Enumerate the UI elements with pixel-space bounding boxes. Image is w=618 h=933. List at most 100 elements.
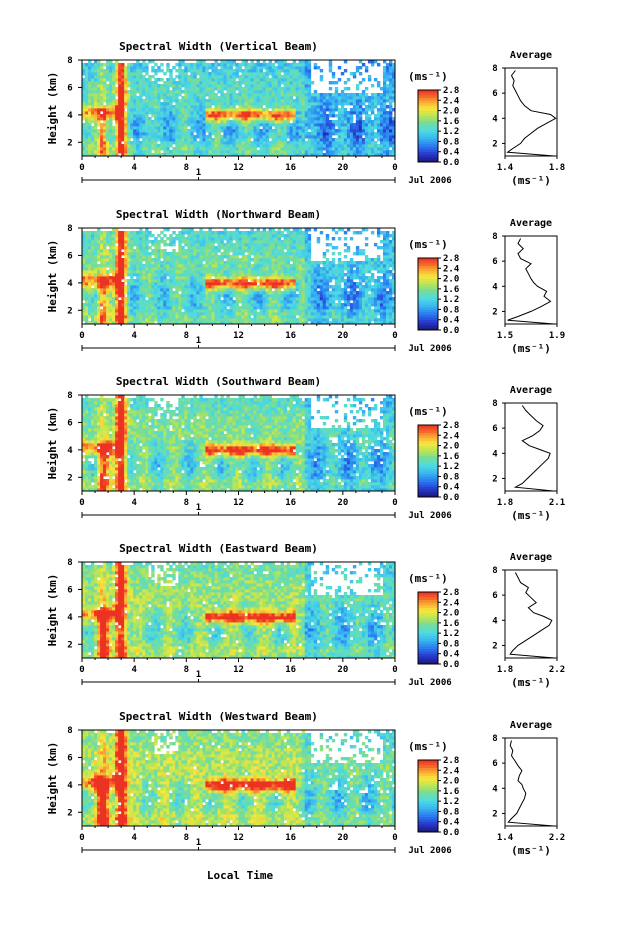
heatmap-cell: [157, 249, 160, 252]
heatmap-cell: [208, 231, 211, 234]
heatmap-cell: [269, 276, 272, 279]
heatmap-cell: [311, 150, 314, 153]
heatmap-cell: [175, 297, 178, 300]
heatmap-cell: [272, 312, 275, 315]
heatmap-cell: [242, 261, 245, 264]
heatmap-cell: [278, 99, 281, 102]
heatmap-cell: [145, 108, 148, 111]
heatmap-cell: [217, 243, 220, 246]
heatmap-cell: [127, 291, 130, 294]
heatmap-cell: [371, 126, 374, 129]
heatmap-cell: [97, 285, 100, 288]
heatmap-cell: [94, 93, 97, 96]
heatmap-cell: [269, 237, 272, 240]
heatmap-cell: [266, 315, 269, 318]
heatmap-cell: [139, 300, 142, 303]
heatmap-cell: [326, 135, 329, 138]
heatmap-cell: [220, 231, 223, 234]
heatmap-cell: [326, 102, 329, 105]
heatmap-cell: [88, 63, 91, 66]
heatmap-cell: [377, 96, 380, 99]
heatmap-cell: [127, 126, 130, 129]
heatmap-cell: [223, 252, 226, 255]
heatmap-cell: [127, 294, 130, 297]
heatmap-cell: [377, 93, 380, 96]
heatmap-cell: [254, 261, 257, 264]
heatmap-cell: [359, 93, 362, 96]
heatmap-cell: [248, 318, 251, 321]
heatmap-cell: [359, 141, 362, 144]
heatmap-cell: [202, 252, 205, 255]
heatmap-cell: [389, 126, 392, 129]
heatmap-cell: [302, 78, 305, 81]
heatmap-cell: [299, 120, 302, 123]
heatmap-cell: [308, 123, 311, 126]
heatmap-cell: [115, 141, 118, 144]
heatmap-cell: [214, 261, 217, 264]
heatmap-cell: [208, 270, 211, 273]
heatmap-cell: [178, 87, 181, 90]
heatmap-cell: [181, 81, 184, 84]
heatmap-cell: [148, 309, 151, 312]
heatmap-cell: [383, 132, 386, 135]
heatmap-cell: [193, 87, 196, 90]
heatmap-cell: [136, 99, 139, 102]
heatmap-cell: [130, 243, 133, 246]
heatmap-cell: [109, 90, 112, 93]
heatmap-cell: [190, 120, 193, 123]
heatmap-cell: [260, 318, 263, 321]
heatmap-cell: [220, 138, 223, 141]
heatmap-cell: [115, 138, 118, 141]
heatmap-cell: [91, 273, 94, 276]
heatmap-cell: [226, 60, 229, 63]
heatmap-cell: [251, 294, 254, 297]
heatmap-cell: [296, 141, 299, 144]
heatmap-cell: [205, 294, 208, 297]
heatmap-cell: [308, 96, 311, 99]
average-y-tick-label: 8: [492, 64, 497, 74]
heatmap-cell: [235, 294, 238, 297]
heatmap-cell: [97, 108, 100, 111]
heatmap-cell: [350, 141, 353, 144]
heatmap-cell: [154, 255, 157, 258]
heatmap-cell: [293, 87, 296, 90]
heatmap-cell: [254, 300, 257, 303]
heatmap-cell: [377, 114, 380, 117]
heatmap-cell: [290, 123, 293, 126]
colorbar-segment: [418, 93, 438, 96]
heatmap-cell: [166, 99, 169, 102]
heatmap-cell: [314, 90, 317, 93]
heatmap-cell: [124, 255, 127, 258]
heatmap-cell: [353, 147, 356, 150]
heatmap-cell: [223, 129, 226, 132]
heatmap-cell: [88, 261, 91, 264]
heatmap-cell: [82, 264, 85, 267]
heatmap-cell: [109, 300, 112, 303]
heatmap-cell: [127, 129, 130, 132]
heatmap-cell: [124, 123, 127, 126]
heatmap-cell: [275, 93, 278, 96]
heatmap-cell: [85, 252, 88, 255]
heatmap-cell: [127, 318, 130, 321]
heatmap-cell: [254, 120, 257, 123]
heatmap-cell: [254, 126, 257, 129]
heatmap-cell: [106, 102, 109, 105]
heatmap-cell: [287, 135, 290, 138]
heatmap-cell: [100, 147, 103, 150]
heatmap-cell: [94, 60, 97, 63]
heatmap-cell: [139, 315, 142, 318]
heatmap-cell: [178, 111, 181, 114]
heatmap-cell: [263, 135, 266, 138]
heatmap-cell: [326, 129, 329, 132]
heatmap-cell: [226, 129, 229, 132]
heatmap-cell: [275, 84, 278, 87]
colorbar-segment: [418, 113, 438, 116]
heatmap-cell: [278, 132, 281, 135]
heatmap-cell: [308, 135, 311, 138]
heatmap-cell: [347, 138, 350, 141]
heatmap-cell: [235, 315, 238, 318]
heatmap-cell: [332, 150, 335, 153]
heatmap-cell: [109, 84, 112, 87]
heatmap-cell: [389, 90, 392, 93]
heatmap-cell: [251, 252, 254, 255]
